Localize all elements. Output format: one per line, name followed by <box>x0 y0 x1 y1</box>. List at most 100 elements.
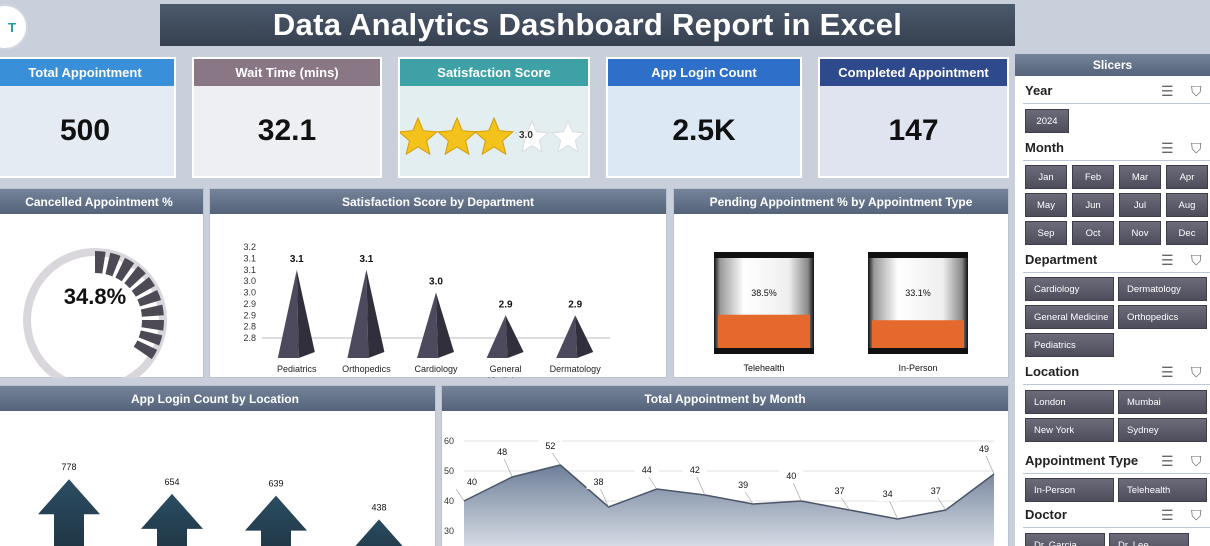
data-label-box <box>460 475 484 489</box>
data-label: 42 <box>690 465 700 475</box>
data-label-box <box>731 478 756 492</box>
bar-pyramid-side <box>296 269 315 358</box>
slicer-item[interactable]: Dec <box>1166 221 1208 245</box>
data-label-box <box>586 475 611 489</box>
multi-select-icon[interactable]: ☰ <box>1161 252 1174 268</box>
panel-title: Satisfaction Score by Department <box>210 189 666 214</box>
kpi-label: App Login Count <box>608 59 800 86</box>
slicer-item[interactable]: Jun <box>1072 193 1114 217</box>
slicer-item[interactable]: Sydney <box>1118 418 1207 442</box>
slicer-item[interactable]: Telehealth <box>1118 478 1207 502</box>
clear-filter-icon[interactable]: ⛉ <box>1191 83 1202 99</box>
slicer-item[interactable]: Apr <box>1166 165 1208 189</box>
slicer-item[interactable]: Cardiology <box>1025 277 1114 301</box>
bar-pyramid <box>556 315 578 358</box>
x-tick-label: Dermatology <box>550 364 602 374</box>
x-tick-label: Telehealth <box>743 363 784 373</box>
y-tick-label: 40 <box>444 496 454 506</box>
bar-pyramid <box>277 269 299 358</box>
slicer-item[interactable]: Dermatology <box>1118 277 1207 301</box>
leader-line <box>648 476 657 490</box>
leader-line <box>552 452 561 466</box>
kpi-label: Total Appointment <box>0 59 174 86</box>
slicer-item[interactable]: London <box>1025 390 1114 414</box>
slicer-item[interactable]: General Medicine <box>1025 305 1114 329</box>
slicer-item[interactable]: Pediatrics <box>1025 333 1114 357</box>
slicer-item[interactable]: Oct <box>1072 221 1114 245</box>
slicer-divider <box>1023 473 1210 474</box>
clear-filter-icon[interactable]: ⛉ <box>1191 252 1202 268</box>
leader-line <box>889 500 898 520</box>
y-tick-label: 3.2 <box>243 242 256 252</box>
multi-select-icon[interactable]: ☰ <box>1161 507 1174 523</box>
data-label: 38.5% <box>751 288 777 298</box>
satisfaction-by-department-panel: Satisfaction Score by Department 3.2 3.1 3… <box>209 188 667 386</box>
data-label: 3.0 <box>429 277 443 288</box>
data-label-box <box>634 463 659 477</box>
slicer-item[interactable]: Nov <box>1119 221 1161 245</box>
data-label: 38 <box>594 477 604 487</box>
slicer-item[interactable]: Sep <box>1025 221 1067 245</box>
multi-select-icon[interactable]: ☰ <box>1161 364 1174 380</box>
clear-filter-icon[interactable]: ⛉ <box>1191 364 1202 380</box>
x-tick-label: In-Person <box>898 363 937 373</box>
slicer-divider <box>1023 103 1210 104</box>
y-tick-label: 30 <box>444 526 454 536</box>
y-tick-label: 2.8 <box>243 333 256 343</box>
pending-by-type-panel: Pending Appointment % by Appointment Typ… <box>673 188 1009 378</box>
data-label: 778 <box>61 462 76 472</box>
data-label: 34 <box>883 489 893 499</box>
data-label: 52 <box>545 441 555 451</box>
bar-pyramid-side <box>436 292 454 358</box>
data-label-box <box>875 487 900 501</box>
data-label: 438 <box>371 502 386 512</box>
bar-pyramid-side <box>366 269 385 358</box>
slicer-item[interactable]: Mar <box>1119 165 1161 189</box>
slicer-item[interactable]: Jul <box>1119 193 1161 217</box>
cylinder-cap <box>868 252 968 258</box>
data-label: 48 <box>497 447 507 457</box>
slicer-item[interactable]: Orthopedics <box>1118 305 1207 329</box>
y-tick-label: 3.1 <box>243 265 256 275</box>
data-label: 40 <box>467 477 477 487</box>
slicer-title: Location <box>1025 364 1080 379</box>
data-label: 44 <box>642 465 652 475</box>
panel-title: Cancelled Appointment % <box>0 189 203 214</box>
panel-title: Total Appointment by Month <box>442 386 1008 411</box>
y-tick-label: 2.9 <box>243 310 256 320</box>
slicer-item[interactable]: Feb <box>1072 165 1114 189</box>
slicer-item[interactable]: 2024 <box>1025 109 1069 133</box>
bar-pyramid-side <box>505 315 524 358</box>
slicer-title: Department <box>1025 252 1098 267</box>
slicer-title: Year <box>1025 83 1053 98</box>
panel-title: App Login Count by Location <box>0 386 435 411</box>
clear-filter-icon[interactable]: ⛉ <box>1191 453 1202 469</box>
total-appointment-by-month-chart: 6050403020404852384442394037343749 <box>444 436 996 546</box>
data-label: 40 <box>786 471 796 481</box>
pending-by-type-chart: 38.5% Telehealth 33.1% In-Person <box>714 252 968 373</box>
slicer-item[interactable]: In-Person <box>1025 478 1114 502</box>
bar-arrow <box>38 479 100 546</box>
slicer-item[interactable]: May <box>1025 193 1067 217</box>
x-tick-label: Orthopedics <box>342 364 391 374</box>
data-label-box <box>490 445 515 459</box>
cylinder-cap <box>714 252 814 258</box>
multi-select-icon[interactable]: ☰ <box>1161 453 1174 469</box>
leader-line <box>455 488 465 502</box>
data-label: 639 <box>268 479 283 489</box>
slicer-item[interactable]: Jan <box>1025 165 1067 189</box>
total-appointment-by-month-panel: Total Appointment by Month 6050403020404… <box>441 385 1009 546</box>
slicer-item[interactable]: Dr. Garcia <box>1025 533 1105 546</box>
multi-select-icon[interactable]: ☰ <box>1161 140 1174 156</box>
multi-select-icon[interactable]: ☰ <box>1161 83 1174 99</box>
kpi-value: 147 <box>888 114 939 147</box>
slicer-divider <box>1023 384 1210 385</box>
logo-text: T <box>8 19 16 35</box>
clear-filter-icon[interactable]: ⛉ <box>1191 507 1202 523</box>
slicer-item[interactable]: New York <box>1025 418 1114 442</box>
clear-filter-icon[interactable]: ⛉ <box>1191 140 1202 156</box>
slicer-item[interactable]: Aug <box>1166 193 1208 217</box>
slicer-item[interactable]: Dr. Lee <box>1109 533 1189 546</box>
app-login-by-location-panel: App Login Count by Location 900800700600… <box>0 385 436 546</box>
slicer-item[interactable]: Mumbai <box>1118 390 1207 414</box>
